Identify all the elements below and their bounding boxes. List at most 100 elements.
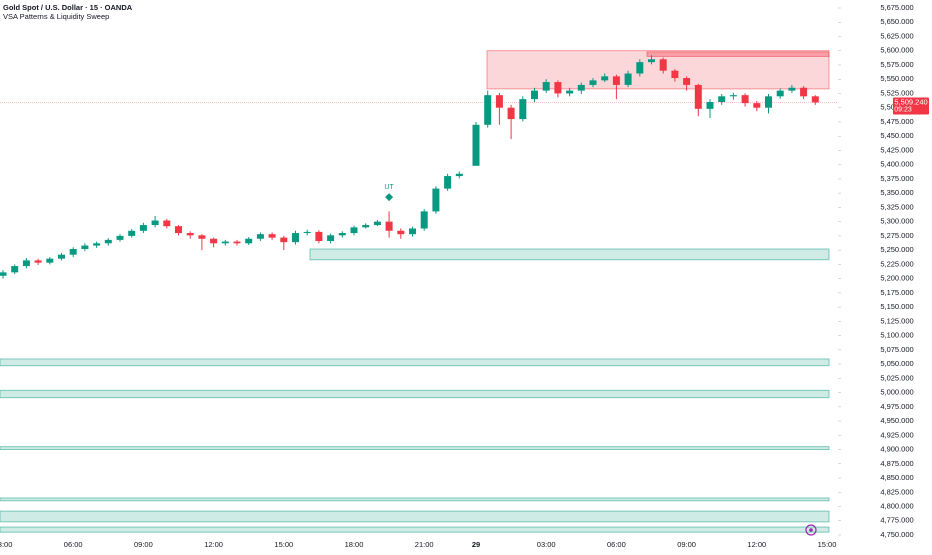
y-tick-label: 5,150.000 [880, 302, 913, 311]
candle-body [93, 243, 101, 246]
candle-body [350, 227, 358, 234]
zone [0, 446, 830, 450]
zone [0, 526, 830, 533]
candle-body [484, 95, 492, 125]
alert-icon-ring[interactable] [805, 524, 817, 536]
y-tick-label: 4,850.000 [880, 473, 913, 482]
chart-subtitle: VSA Patterns & Liquidity Sweep [3, 12, 109, 21]
chart-title: Gold Spot / U.S. Dollar · 15 · OANDA [3, 3, 133, 12]
candle-body [210, 238, 218, 244]
candle-body [280, 237, 288, 243]
zone [309, 248, 830, 261]
last-price-label: 5,509.240 [894, 97, 927, 106]
candle-body [151, 220, 159, 226]
y-tick-label: 4,950.000 [880, 416, 913, 425]
candle-body [648, 59, 655, 63]
last-price-tag [893, 97, 929, 115]
candle-body [34, 260, 42, 263]
y-tick-label: 5,375.000 [880, 174, 913, 183]
candle-body [292, 233, 299, 243]
candle-body [577, 84, 585, 91]
candle-body [753, 103, 761, 108]
y-tick-label: 5,250.000 [880, 245, 913, 254]
candle-body [432, 188, 440, 212]
candle-body [706, 102, 714, 109]
y-tick-label: 5,550.000 [880, 74, 913, 83]
y-tick-label: 5,675.000 [880, 3, 913, 12]
candle-body [741, 95, 749, 104]
candle-body [601, 76, 609, 81]
x-tick-label: 09:00 [677, 540, 696, 549]
y-tick-label: 5,175.000 [880, 288, 913, 297]
candle-body [22, 260, 30, 267]
candle-body [385, 221, 393, 231]
x-tick-label: 03:00 [537, 540, 556, 549]
y-tick-label: 5,625.000 [880, 31, 913, 40]
candle-body [507, 107, 515, 120]
zone [646, 51, 830, 57]
candle-body [163, 220, 171, 227]
candle-body [256, 234, 264, 239]
y-tick-label: 5,075.000 [880, 345, 913, 354]
y-tick-label: 4,825.000 [880, 487, 913, 496]
y-tick-label: 5,450.000 [880, 131, 913, 140]
candle-body [233, 241, 241, 244]
candle-body [531, 90, 538, 100]
annotation-label: UT [384, 184, 394, 191]
candle-body [788, 87, 796, 91]
candle-body [624, 73, 632, 85]
candle-body [554, 82, 562, 94]
zones [0, 50, 830, 533]
x-tick-label: 09:00 [134, 540, 153, 549]
x-tick-label: 18:00 [345, 540, 364, 549]
y-tick-label: 5,025.000 [880, 373, 913, 382]
candle-body [519, 99, 527, 120]
x-tick-label: 06:00 [64, 540, 83, 549]
alert-icon-dot[interactable] [809, 528, 813, 532]
y-tick-label: 5,325.000 [880, 202, 913, 211]
price-axis: 5,675.000 5,650.000 5,625.000 5,600.000 5,57… [838, 3, 929, 539]
y-tick-label: 5,650.000 [880, 17, 913, 26]
candle-body [104, 239, 112, 244]
candle-body [671, 70, 679, 79]
candle-body [800, 87, 808, 97]
candle-body [303, 231, 311, 234]
y-tick-label: 5,600.000 [880, 46, 913, 55]
y-tick-label: 5,000.000 [880, 388, 913, 397]
zone [0, 510, 830, 523]
candle-body [116, 235, 124, 240]
candle-body [186, 233, 194, 236]
y-tick-label: 5,400.000 [880, 160, 913, 169]
candle-body [420, 211, 428, 229]
y-tick-label: 4,775.000 [880, 516, 913, 525]
x-tick-label: 12:00 [204, 540, 223, 549]
countdown-label: 09:23 [894, 106, 912, 113]
candle-body [694, 84, 702, 109]
x-tick-label: 03:00 [0, 540, 12, 549]
candle-body [444, 176, 452, 189]
candle-body [612, 76, 620, 85]
y-tick-label: 4,875.000 [880, 459, 913, 468]
candle-body [268, 234, 276, 238]
x-tick-label: 15:00 [818, 540, 837, 549]
candle-body [636, 62, 644, 74]
candle-body [718, 96, 726, 103]
candle-body [776, 90, 784, 97]
y-tick-label: 5,100.000 [880, 331, 913, 340]
alert-icon[interactable] [805, 524, 817, 536]
candle-body [683, 78, 691, 85]
candle-body [175, 226, 182, 234]
y-tick-label: 4,900.000 [880, 445, 913, 454]
candle-body [397, 230, 405, 235]
x-tick-label: 12:00 [747, 540, 766, 549]
candle-body [327, 235, 335, 242]
x-tick-label: 06:00 [607, 540, 626, 549]
x-tick-label: 29 [472, 540, 480, 549]
zone [0, 358, 830, 367]
y-tick-label: 5,350.000 [880, 188, 913, 197]
y-tick-label: 5,275.000 [880, 231, 913, 240]
y-tick-label: 5,300.000 [880, 217, 913, 226]
